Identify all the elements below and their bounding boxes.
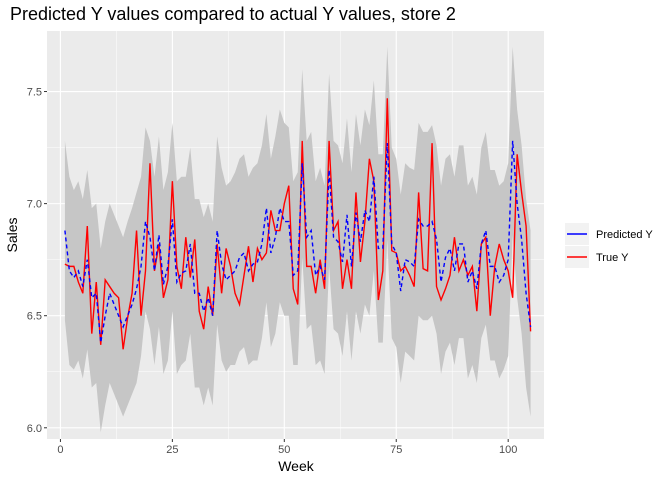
prediction-interval-ribbon	[64, 46, 531, 433]
y-axis: 6.0 6.5 7.0 7.5	[27, 87, 47, 435]
y-tick-label: 7.0	[27, 199, 42, 211]
x-tick-label: 50	[278, 444, 290, 456]
chart-title: Predicted Y values compared to actual Y …	[10, 4, 456, 24]
x-axis-title: Week	[278, 458, 315, 474]
legend: Predicted Y True Y	[565, 223, 653, 268]
x-tick-label: 75	[390, 444, 402, 456]
legend-label-predicted: Predicted Y	[596, 229, 653, 241]
legend-label-true: True Y	[596, 252, 629, 264]
legend-item-true: True Y	[565, 246, 629, 268]
y-tick-label: 6.5	[27, 311, 42, 323]
y-tick-label: 7.5	[27, 87, 42, 99]
plot-panel	[47, 31, 544, 439]
true-y-line	[64, 98, 532, 350]
y-axis-title: Sales	[4, 217, 20, 252]
x-tick-label: 100	[499, 444, 517, 456]
legend-item-predicted: Predicted Y	[565, 223, 653, 245]
x-axis: 0 25 50 75 100	[57, 439, 517, 456]
x-tick-label: 0	[57, 444, 63, 456]
predicted-y-line	[64, 140, 532, 343]
y-tick-label: 6.0	[27, 423, 42, 435]
x-tick-label: 25	[166, 444, 178, 456]
